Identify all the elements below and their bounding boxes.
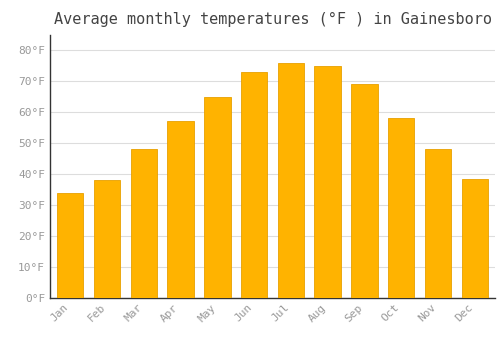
Bar xyxy=(57,193,84,298)
Bar xyxy=(241,72,268,298)
Bar xyxy=(168,121,194,298)
Bar xyxy=(94,180,120,298)
Bar xyxy=(425,149,451,298)
Bar xyxy=(130,149,157,298)
Title: Average monthly temperatures (°F ) in Gainesboro: Average monthly temperatures (°F ) in Ga… xyxy=(54,12,492,27)
Bar xyxy=(351,84,378,298)
Bar xyxy=(204,97,231,298)
Bar xyxy=(314,66,341,297)
Bar xyxy=(278,63,304,298)
Bar xyxy=(388,118,414,298)
Bar xyxy=(462,178,488,298)
